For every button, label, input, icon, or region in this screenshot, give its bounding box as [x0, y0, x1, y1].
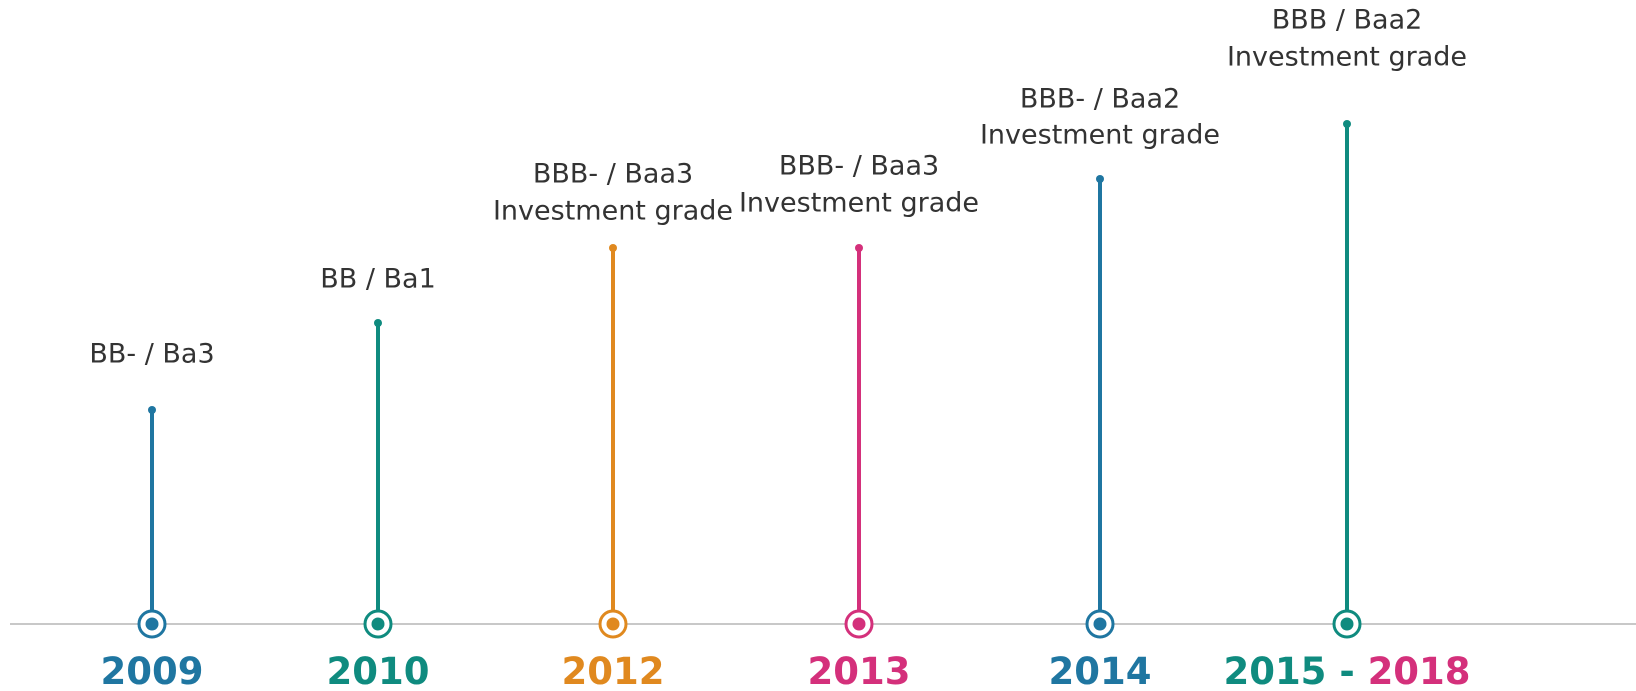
stem-tip	[609, 244, 617, 252]
node-dot	[1340, 617, 1354, 631]
rating-label: BBB- / Baa2	[1020, 84, 1180, 115]
rating-label: BBB- / Baa3	[533, 159, 693, 190]
rating-label: BBB- / Baa3	[779, 151, 939, 182]
stem-tip	[1343, 120, 1351, 128]
year-start: 2009	[101, 650, 204, 691]
year-label: 2014	[1049, 650, 1152, 691]
stem-tip	[1096, 175, 1104, 183]
node-dot	[145, 617, 159, 631]
note-label: Investment grade	[1227, 42, 1467, 73]
node-dot	[852, 617, 866, 631]
stem-tip	[148, 406, 156, 414]
node-dot	[1093, 617, 1107, 631]
stem-tip	[855, 244, 863, 252]
year-label: 2009	[101, 650, 204, 691]
note-label: Investment grade	[980, 120, 1220, 151]
year-start: 2014	[1049, 650, 1152, 691]
year-label: 2013	[808, 650, 911, 691]
rating-label: BB- / Ba3	[89, 339, 214, 370]
year-start: 2010	[327, 650, 430, 691]
note-label: Investment grade	[739, 188, 979, 219]
rating-label: BB / Ba1	[320, 264, 436, 295]
rating-label: BBB / Baa2	[1272, 5, 1423, 36]
node-dot	[371, 617, 385, 631]
year-start: 2012	[562, 650, 665, 691]
year-label: 2012	[562, 650, 665, 691]
node-dot	[606, 617, 620, 631]
year-start: 2015 -	[1223, 650, 1354, 691]
stem-tip	[374, 319, 382, 327]
year-label: 2015 - 2018	[1223, 650, 1470, 691]
note-label: Investment grade	[493, 196, 733, 227]
year-end: 2018	[1368, 650, 1471, 691]
year-label: 2010	[327, 650, 430, 691]
year-start: 2013	[808, 650, 911, 691]
